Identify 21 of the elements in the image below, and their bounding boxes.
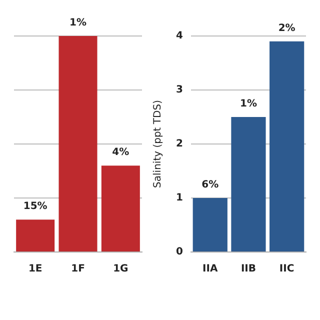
y-tick-label: 1 (176, 192, 183, 204)
y-tick-label: 3 (176, 84, 183, 96)
annotation: 2% (278, 22, 296, 34)
y-tick-label: 0 (176, 246, 183, 258)
bar (270, 41, 304, 252)
annotation: 6% (202, 180, 219, 191)
x-tick-label: 1G (113, 264, 128, 275)
bar (192, 198, 228, 252)
annotation: 15% (23, 201, 48, 212)
annotation: 4% (112, 147, 130, 158)
x-tick-label: IIA (202, 264, 218, 275)
y-tick-label: 2 (176, 138, 183, 150)
y-tick-label: 4 (176, 30, 183, 42)
annotation: 1% (240, 98, 257, 110)
x-tick-label: IIB (240, 264, 256, 275)
x-tick-label: 1E (28, 264, 42, 275)
x-tick-label: 1F (71, 264, 85, 275)
x-tick-label: IIC (279, 264, 294, 275)
bar (231, 117, 266, 252)
y-axis-title: Salinity (ppt TDS) (152, 100, 164, 188)
annotation: 1% (70, 18, 86, 29)
